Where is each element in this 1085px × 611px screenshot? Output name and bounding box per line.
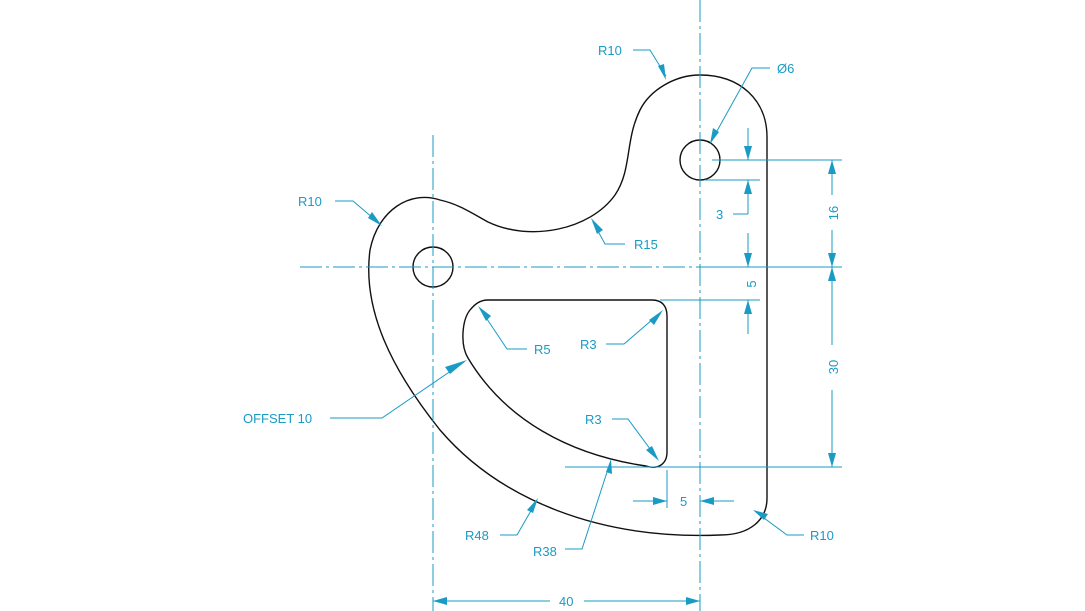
arrow-r15 — [591, 218, 603, 234]
arrow-r10-top — [658, 64, 666, 80]
arrow-r5 — [478, 306, 491, 321]
leader-dia6 — [711, 67, 770, 141]
label-r5: R5 — [534, 342, 551, 357]
leader-r10-bottom — [755, 511, 804, 536]
inner-cutout — [462, 299, 668, 468]
label-dim-40: 40 — [559, 594, 573, 609]
label-offset10: OFFSET 10 — [243, 411, 312, 426]
leader-r3-lower — [612, 418, 657, 458]
label-dim-3: 3 — [716, 207, 723, 222]
label-r38: R38 — [533, 544, 557, 559]
label-r3-upper: R3 — [580, 337, 597, 352]
arrow-dim5h-left — [653, 497, 667, 505]
arrow-r10-left — [368, 212, 382, 226]
arrow-dim5v-top — [744, 253, 752, 267]
label-dim-5-vertical: 5 — [744, 280, 759, 287]
leader-r5 — [480, 309, 527, 350]
arrow-r10-bottom — [753, 510, 768, 520]
label-r10-left: R10 — [298, 194, 322, 209]
leader-offset10 — [330, 361, 465, 419]
arrow-dim30-bottom — [828, 453, 836, 467]
arrow-dim3-top — [744, 146, 752, 160]
arrow-dim5h-right — [700, 497, 714, 505]
arrow-dia6 — [710, 128, 719, 144]
label-r48: R48 — [465, 528, 489, 543]
arrow-r38 — [606, 459, 612, 474]
outer-contour — [368, 74, 768, 537]
arrow-dim40-right — [686, 597, 700, 605]
arrow-dim30-top — [828, 267, 836, 281]
center-lines — [300, 0, 705, 611]
arrowheads — [368, 64, 836, 605]
arrow-r3-lower — [646, 446, 659, 461]
arrow-r3-upper — [649, 310, 663, 325]
label-r15: R15 — [634, 237, 658, 252]
label-r10-top: R10 — [598, 43, 622, 58]
arrow-offset10 — [445, 360, 467, 374]
leader-lines — [330, 49, 804, 550]
arrow-dim40-left — [433, 597, 447, 605]
leader-r48 — [500, 501, 537, 536]
leader-r38 — [565, 462, 611, 550]
leader-r3-upper — [606, 312, 661, 345]
label-dim-16: 16 — [826, 206, 841, 220]
label-dia6: Ø6 — [777, 61, 794, 76]
label-r10-bottom: R10 — [810, 528, 834, 543]
arrow-r48 — [527, 498, 538, 513]
label-dim-5-horizontal: 5 — [680, 494, 687, 509]
arrow-dim3-bottom — [744, 180, 752, 194]
arrow-dim16-top — [828, 160, 836, 174]
label-dim-30: 30 — [826, 360, 841, 374]
arrow-dim5v-bottom — [744, 300, 752, 314]
arrow-dim16-bottom — [828, 253, 836, 267]
part-geometry — [368, 74, 768, 537]
leader-r10-top — [633, 49, 667, 77]
dimension-labels: R10 Ø6 R10 R15 R5 R3 OFFSET 10 R3 R48 R3… — [243, 43, 841, 609]
label-r3-lower: R3 — [585, 412, 602, 427]
